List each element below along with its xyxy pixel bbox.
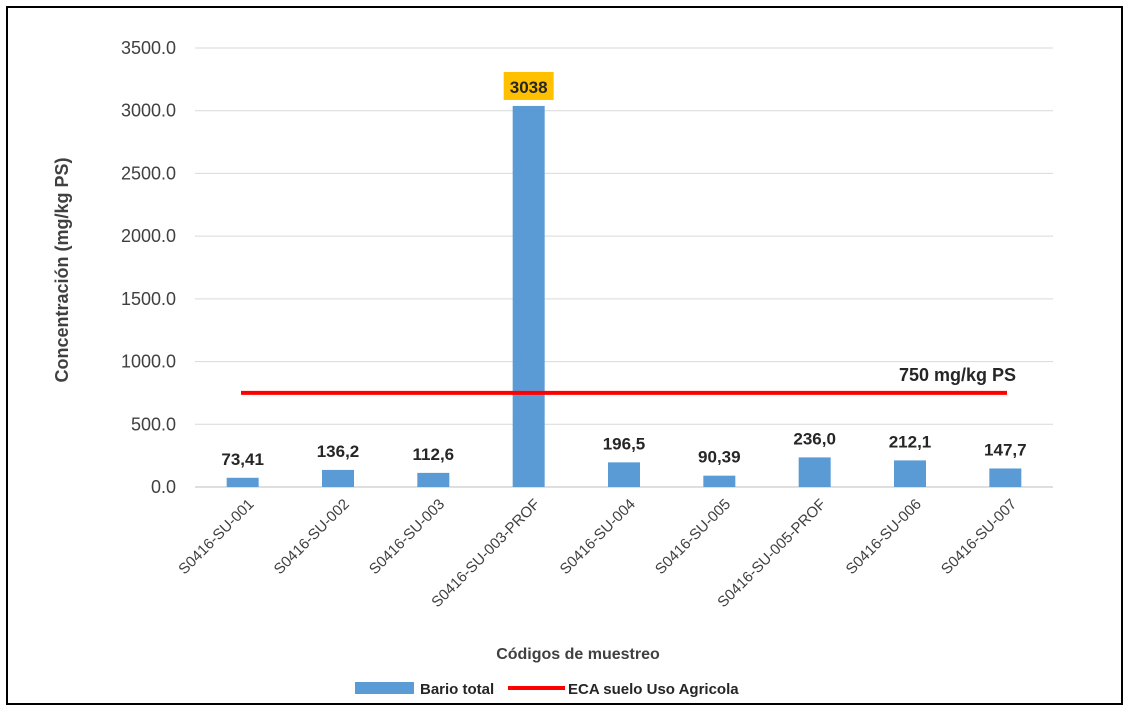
bars (226, 105, 1022, 487)
x-tick-label: S0416-SU-004 (557, 496, 639, 578)
bar (608, 462, 640, 487)
x-tick-label: S0416-SU-005 (652, 496, 734, 578)
bar (703, 475, 736, 487)
x-axis-ticks: S0416-SU-001 S0416-SU-002 S0416-SU-003S041… (175, 496, 1020, 611)
x-tick-label: S0416-SU-003 (366, 496, 448, 578)
x-tick-label: S0416-SU-005-PROF (714, 496, 829, 611)
bar (894, 460, 926, 487)
y-tick-label: 2500.0 (121, 163, 176, 183)
x-tick-label: S0416-SU-007 (938, 496, 1020, 578)
legend-label-threshold: ECA suelo Uso Agricola (568, 681, 739, 698)
data-label: 236,0 (793, 429, 836, 448)
data-label: 136,2 (317, 442, 360, 461)
bar (322, 469, 354, 487)
bar (512, 105, 545, 487)
y-tick-label: 3000.0 (121, 101, 176, 121)
bar (989, 468, 1022, 487)
threshold: 750 mg/kg PS (241, 365, 1016, 395)
y-axis-title: Concentración (mg/kg PS) (52, 157, 72, 382)
data-label: 196,5 (603, 434, 646, 453)
legend-label-bars: Bario total (420, 681, 494, 698)
legend: Bario total ECA suelo Uso Agricola (355, 681, 739, 698)
gridlines (195, 47, 1053, 488)
bar (798, 457, 831, 487)
x-tick-label: S0416-SU-002 (271, 496, 353, 578)
data-label: 3038 (510, 78, 548, 97)
x-axis-title: Códigos de muestreo (496, 646, 660, 663)
y-axis-ticks: 0.0 500.0 1000.0 1500.0 2000.0 2500.0 3000.0 35… (121, 38, 176, 497)
y-tick-label: 1500.0 (121, 289, 176, 309)
bar (417, 472, 450, 487)
data-label: 90,39 (698, 448, 741, 467)
data-label: 73,41 (221, 450, 264, 469)
y-tick-label: 500.0 (131, 414, 176, 434)
y-tick-label: 1000.0 (121, 352, 176, 372)
data-labels: 73,41 136,2 112,6 3038 196,5 90,39 236,0 212,1 1… (221, 71, 1027, 469)
y-tick-label: 3500.0 (121, 38, 176, 58)
data-label: 147,7 (984, 440, 1027, 459)
data-label: 212,1 (889, 432, 932, 451)
x-tick-label: S0416-SU-003-PROF (428, 496, 543, 611)
bar (226, 477, 259, 487)
data-label-highlight (503, 71, 554, 100)
y-tick-label: 0.0 (151, 477, 176, 497)
threshold-label: 750 mg/kg PS (899, 365, 1016, 385)
y-tick-label: 2000.0 (121, 226, 176, 246)
legend-swatch-bars (355, 682, 414, 694)
x-tick-label: S0416-SU-006 (843, 496, 925, 578)
x-tick-label: S0416-SU-001 (175, 496, 257, 578)
chart-frame (6, 6, 1123, 705)
data-label: 112,6 (413, 445, 455, 464)
